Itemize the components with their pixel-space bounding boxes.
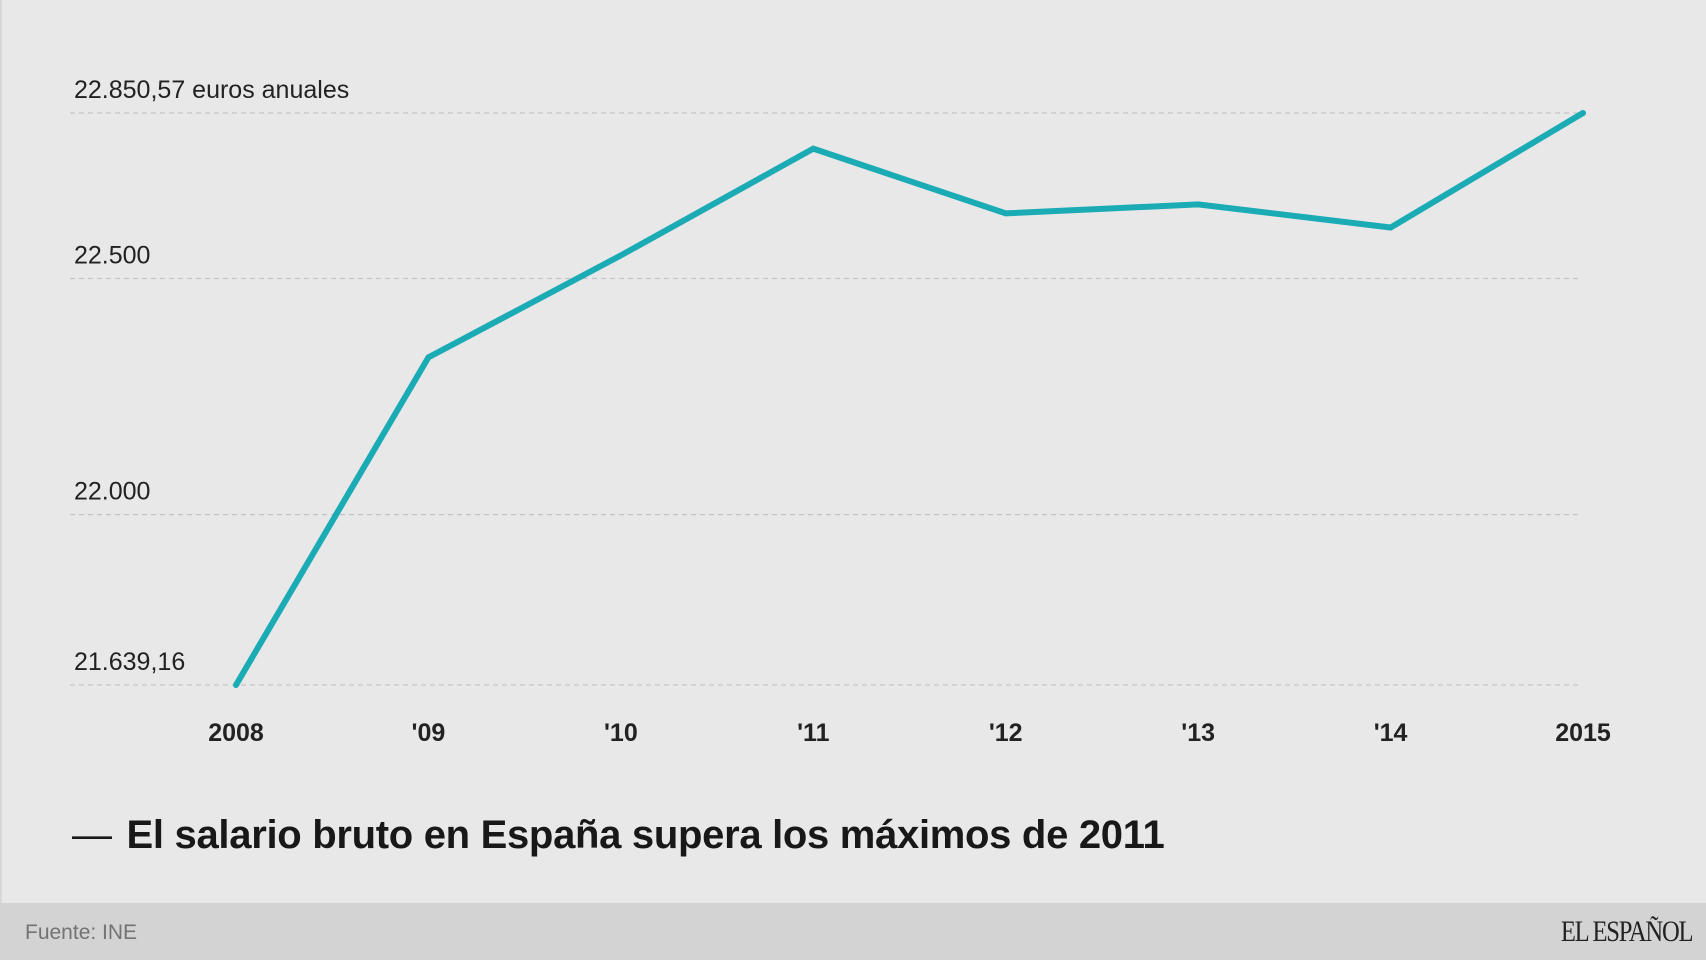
x-tick-label: '14: [1374, 719, 1408, 747]
x-axis-labels: 2008 '09 '10 '11 '12 '13 '14 2015: [208, 719, 1611, 747]
y-axis-labels: 22.850,57 euros anuales 22.500 22.000 21.63…: [74, 76, 349, 676]
y-tick-label: 22.850,57 euros anuales: [74, 76, 349, 104]
subtitle-dash: —: [72, 813, 112, 857]
x-tick-label: '12: [989, 719, 1023, 747]
series-lines: [233, 110, 1586, 688]
y-tick-label: 22.500: [74, 242, 150, 270]
footer: Fuente: INE EL ESPAÑOL: [0, 903, 1706, 960]
x-tick-label: 2015: [1555, 719, 1611, 747]
x-tick-label: '10: [604, 719, 638, 747]
subtitle-text: El salario bruto en España supera los má…: [126, 813, 1165, 857]
series-line: [233, 110, 1586, 688]
x-tick-label: '09: [412, 719, 446, 747]
chart-subtitle: — El salario bruto en España supera los …: [72, 813, 1165, 858]
el-espanol-logo: EL ESPAÑOL: [1560, 915, 1694, 948]
left-border: [0, 0, 2, 903]
source-label: Fuente: INE: [25, 921, 138, 944]
x-tick-label: '11: [797, 719, 829, 747]
gridlines: [70, 112, 1580, 686]
x-tick-label: '13: [1181, 719, 1215, 747]
x-tick-label: 2008: [208, 719, 264, 747]
line-chart: 22.850,57 euros anuales 22.500 22.000 21.63…: [70, 76, 1611, 747]
y-tick-label: 21.639,16: [74, 648, 185, 676]
y-tick-label: 22.000: [74, 478, 150, 506]
